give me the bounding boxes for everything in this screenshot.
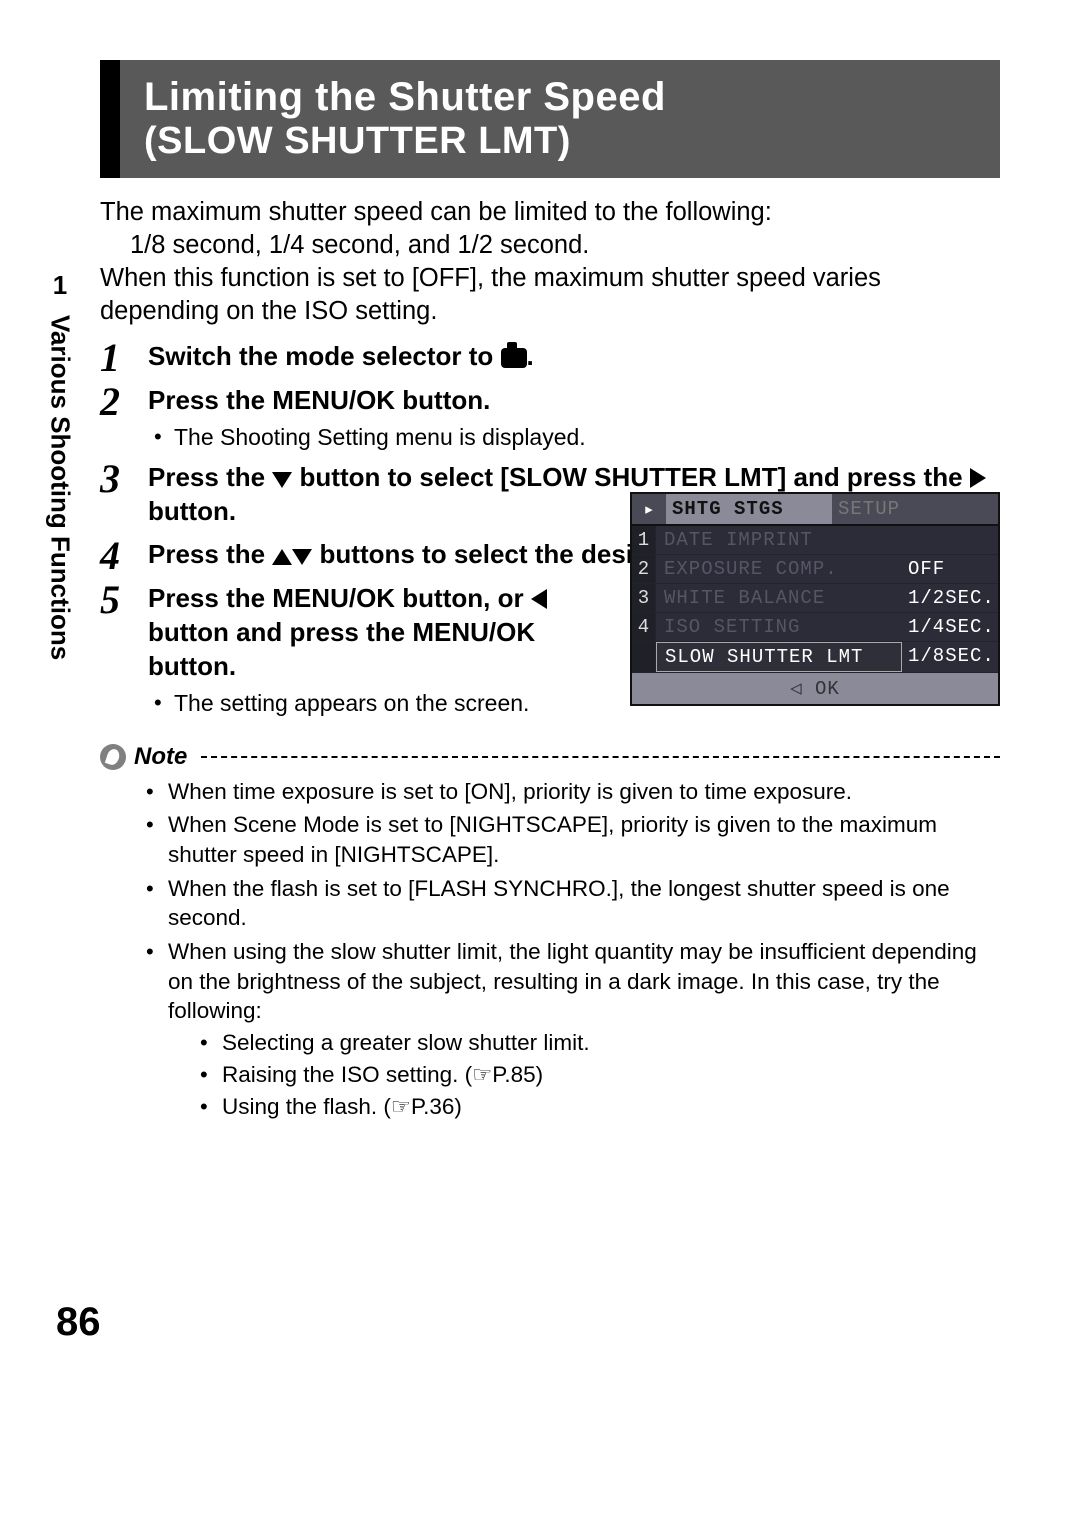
lcd-row-num bbox=[632, 642, 656, 672]
lcd-row-label: SLOW SHUTTER LMT bbox=[656, 642, 902, 672]
step-number: 2 bbox=[100, 378, 120, 425]
note-subitem: Selecting a greater slow shutter limit. bbox=[200, 1028, 1000, 1058]
step-subtext: The Shooting Setting menu is displayed. bbox=[148, 424, 1000, 451]
lcd-row-value: 1/8SEC. bbox=[902, 642, 998, 672]
intro-line3: When this function is set to [OFF], the … bbox=[100, 262, 1000, 328]
heading-line2: (SLOW SHUTTER LMT) bbox=[144, 120, 978, 164]
down-triangle-icon bbox=[292, 549, 312, 565]
lcd-row-label: DATE IMPRINT bbox=[656, 526, 902, 554]
intro-line2: 1/8 second, 1/4 second, and 1/2 second. bbox=[100, 229, 1000, 262]
lcd-row-value: OFF bbox=[902, 555, 998, 583]
note-subitem: Using the flash. (☞P.36) bbox=[200, 1092, 1000, 1122]
lcd-row-value bbox=[902, 526, 998, 554]
intro-text: The maximum shutter speed can be limited… bbox=[100, 196, 1000, 329]
steps-list: 1 Switch the mode selector to . 2 Press … bbox=[100, 340, 1000, 716]
down-triangle-icon bbox=[272, 472, 292, 488]
left-triangle-icon bbox=[531, 589, 547, 609]
page-content: Limiting the Shutter Speed (SLOW SHUTTER… bbox=[100, 60, 1000, 1125]
step1-text-pre: Switch the mode selector to bbox=[148, 341, 501, 371]
step-5: 5 Press the MENU/OK button, or button an… bbox=[100, 582, 1000, 716]
lcd-row-value: 1/2SEC. bbox=[902, 584, 998, 612]
sidebar-chapter-number: 1 bbox=[30, 270, 90, 301]
right-triangle-icon bbox=[970, 468, 986, 488]
note-divider bbox=[201, 756, 1000, 758]
lcd-row: 3 WHITE BALANCE 1/2SEC. bbox=[632, 584, 998, 613]
step-number: 4 bbox=[100, 532, 120, 579]
up-triangle-icon bbox=[272, 549, 292, 565]
page-number: 86 bbox=[56, 1300, 101, 1345]
lcd-row-selected: SLOW SHUTTER LMT 1/8SEC. bbox=[632, 642, 998, 673]
lcd-row-value: 1/4SEC. bbox=[902, 613, 998, 641]
step-heading: Switch the mode selector to . bbox=[148, 340, 1000, 374]
step-number: 3 bbox=[100, 455, 120, 502]
note-item: When time exposure is set to [ON], prior… bbox=[146, 777, 1000, 807]
intro-line1: The maximum shutter speed can be limited… bbox=[100, 196, 1000, 229]
camera-tab-icon: ▸ bbox=[632, 494, 666, 524]
lcd-row-num: 3 bbox=[632, 584, 656, 612]
lcd-row-label: EXPOSURE COMP. bbox=[656, 555, 902, 583]
lcd-row: 4 ISO SETTING 1/4SEC. bbox=[632, 613, 998, 642]
note-item: When using the slow shutter limit, the l… bbox=[146, 937, 1000, 1121]
lcd-row-label: WHITE BALANCE bbox=[656, 584, 902, 612]
step-1: 1 Switch the mode selector to . bbox=[100, 340, 1000, 374]
heading-line1: Limiting the Shutter Speed bbox=[144, 74, 978, 120]
sidebar: 1 Various Shooting Functions bbox=[30, 270, 90, 665]
step-number: 5 bbox=[100, 576, 120, 623]
note-list: When time exposure is set to [ON], prior… bbox=[100, 777, 1000, 1122]
lcd-tab-inactive: SETUP bbox=[832, 494, 998, 524]
lcd-screenshot: ▸ SHTG STGS SETUP 1 DATE IMPRINT 2 EXPOS… bbox=[630, 492, 1000, 706]
step3-text-mid: button to select [SLOW SHUTTER LMT] and … bbox=[300, 462, 970, 492]
camera-icon bbox=[501, 348, 527, 368]
lcd-tab-active: SHTG STGS bbox=[666, 494, 832, 524]
step5-text-post: button and press the MENU/OK button. bbox=[148, 617, 535, 681]
step3-text-pre: Press the bbox=[148, 462, 272, 492]
lcd-row-num: 1 bbox=[632, 526, 656, 554]
step-2: 2 Press the MENU/OK button. The Shooting… bbox=[100, 384, 1000, 451]
heading-bar: Limiting the Shutter Speed (SLOW SHUTTER… bbox=[100, 60, 1000, 178]
note-item: When the flash is set to [FLASH SYNCHRO.… bbox=[146, 874, 1000, 933]
step1-text-post: . bbox=[527, 341, 534, 371]
lcd-row: 1 DATE IMPRINT bbox=[632, 526, 998, 555]
step-heading: Press the MENU/OK button. bbox=[148, 384, 1000, 418]
lcd-row-label: ISO SETTING bbox=[656, 613, 902, 641]
lcd-footer: ◁ OK bbox=[632, 673, 998, 704]
lcd-row-num: 2 bbox=[632, 555, 656, 583]
note-subitem: Raising the ISO setting. (☞P.85) bbox=[200, 1060, 1000, 1090]
step3-text-post: button. bbox=[148, 496, 236, 526]
lcd-row: 2 EXPOSURE COMP. OFF bbox=[632, 555, 998, 584]
note-block: Note When time exposure is set to [ON], … bbox=[100, 743, 1000, 1122]
step-number: 1 bbox=[100, 334, 120, 381]
note-icon bbox=[100, 744, 126, 770]
step4-text-pre: Press the bbox=[148, 539, 272, 569]
note-title: Note bbox=[134, 743, 187, 771]
lcd-row-num: 4 bbox=[632, 613, 656, 641]
step-subtext: The setting appears on the screen. bbox=[148, 690, 612, 717]
note-item-text: When using the slow shutter limit, the l… bbox=[168, 939, 977, 1023]
step5-text-pre: Press the MENU/OK button, or bbox=[148, 583, 531, 613]
sidebar-section-title: Various Shooting Functions bbox=[45, 315, 76, 660]
step-heading: Press the MENU/OK button, or button and … bbox=[148, 582, 612, 683]
note-item: When Scene Mode is set to [NIGHTSCAPE], … bbox=[146, 810, 1000, 869]
